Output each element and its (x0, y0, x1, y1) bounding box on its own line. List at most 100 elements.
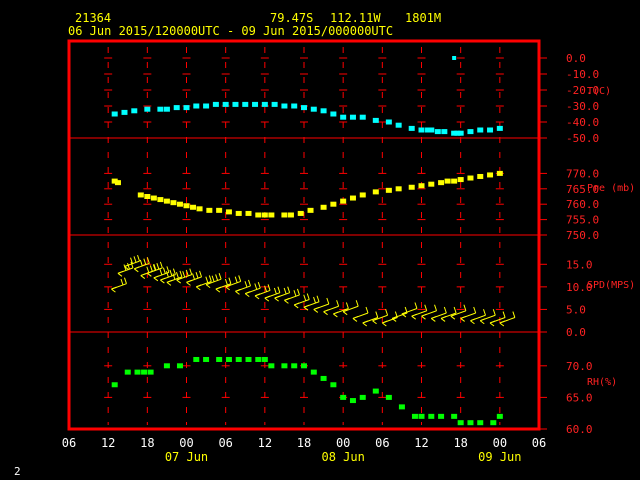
temperature-point (281, 103, 288, 109)
pressure-point (359, 192, 366, 198)
temperature-point (291, 103, 298, 109)
rh-point (477, 420, 484, 426)
temperature-point (418, 127, 425, 133)
wind-barb-segment (277, 286, 281, 293)
wind-barb-segment (352, 318, 358, 322)
wind-barb-segment (443, 306, 447, 314)
wind-barb (362, 311, 379, 327)
rh-point (467, 420, 474, 426)
wind-barb (372, 309, 389, 325)
temperature-point (121, 109, 128, 115)
wind-barb (430, 306, 447, 322)
pressure-point (451, 178, 458, 184)
wind-barb-segment (176, 277, 182, 281)
pressure-point (408, 184, 415, 190)
wind-barb (124, 254, 141, 270)
wind-barb-segment (440, 315, 447, 319)
wind-barb-segment (117, 272, 123, 277)
rh-tick-label: 60.0 (566, 423, 593, 436)
rh-point (261, 356, 268, 362)
wind-barb-segment (355, 300, 359, 307)
temperature-point (330, 111, 337, 117)
temperature-point (183, 105, 190, 111)
wind-barb-segment (195, 286, 201, 291)
wind-barb (284, 288, 300, 304)
wind-barb (111, 277, 127, 293)
wind-barb-segment (287, 286, 291, 293)
wind-barb-segment (134, 266, 140, 270)
wind-barb-segment (470, 320, 475, 325)
wind-barb-segment (149, 265, 153, 272)
wind-barb-segment (264, 297, 270, 302)
time-range: 06 Jun 2015/120000UTC - 09 Jun 2015/0000… (68, 24, 394, 38)
rh-point (111, 382, 118, 388)
pressure-tick-label: 755.0 (566, 214, 599, 227)
wind-barb-segment (195, 272, 199, 279)
wind-barb-segment (430, 318, 436, 322)
wind-barb-segment (479, 320, 485, 325)
station-latitude: 79.47S (270, 11, 314, 25)
x-hour-tick-label: 12 (258, 436, 272, 450)
temperature-point (131, 108, 138, 114)
wind-barb-segment (133, 256, 137, 263)
pressure-tick-label: 765.0 (566, 183, 599, 196)
wind-barb-segment (489, 320, 496, 324)
temperature-point (271, 101, 278, 107)
wind-axis-title: SPD(MPS) (587, 280, 635, 291)
temperature-point (232, 101, 239, 107)
temperature-point (310, 106, 317, 112)
wind-barb-segment (215, 274, 219, 281)
rh-tick-label: 70.0 (566, 360, 593, 373)
pressure-point (297, 210, 304, 216)
pressure-point (395, 186, 402, 192)
pressure-point (206, 207, 213, 213)
rh-point (147, 369, 154, 375)
x-day-label: 08 Jun (321, 450, 364, 464)
wind-barb-segment (401, 313, 407, 318)
wind-barb-segment (245, 291, 251, 295)
wind-barb-segment (166, 266, 170, 273)
wind-barb-segment (264, 295, 271, 299)
wind-barb-segment (254, 283, 258, 290)
pressure-point (144, 194, 151, 199)
wind-barb-segment (133, 268, 139, 273)
wind-barb-segment (140, 275, 146, 279)
wind-barb-segment (440, 318, 446, 322)
wind-barb-segment (313, 309, 319, 313)
wind-barb-segment (225, 286, 230, 291)
temperature-point (496, 125, 503, 131)
temperature-point (457, 130, 464, 136)
temperature-point (349, 114, 356, 120)
wind-barb (352, 306, 369, 322)
wind-tick-label: 5.0 (566, 303, 586, 316)
pressure-point (235, 210, 242, 216)
plot-frame (67, 39, 541, 431)
wind-barb-segment (323, 311, 328, 316)
temperature-tick-label: -10.0 (566, 68, 599, 81)
wind-barb-segment (152, 264, 156, 271)
pressure-point (176, 201, 183, 207)
wind-barb-segment (492, 309, 496, 316)
temperature-point (408, 125, 415, 131)
x-day-label: 09 Jun (478, 450, 521, 464)
wind-barb-segment (166, 279, 173, 283)
temperature-tick-label: -50.0 (566, 132, 599, 145)
wind-barb-segment (499, 322, 505, 327)
temperature-point (340, 114, 347, 120)
wind-barb (235, 279, 251, 295)
wind-barb (391, 306, 408, 322)
pressure-point (307, 207, 314, 213)
wind-barb-segment (273, 287, 277, 295)
temperature-point (301, 105, 307, 111)
wind-barb-segment (352, 315, 359, 319)
wind-barb-segment (382, 320, 388, 324)
wind-barb (117, 261, 134, 277)
wind-barb (186, 270, 203, 286)
wind-barb-segment (160, 277, 166, 281)
wind-barb-segment (294, 302, 300, 306)
wind-barb-segment (401, 311, 408, 315)
wind-barb-segment (284, 299, 289, 304)
pressure-tick-label: 760.0 (566, 198, 599, 211)
temperature-point (111, 111, 118, 117)
pressure-point (330, 201, 337, 207)
